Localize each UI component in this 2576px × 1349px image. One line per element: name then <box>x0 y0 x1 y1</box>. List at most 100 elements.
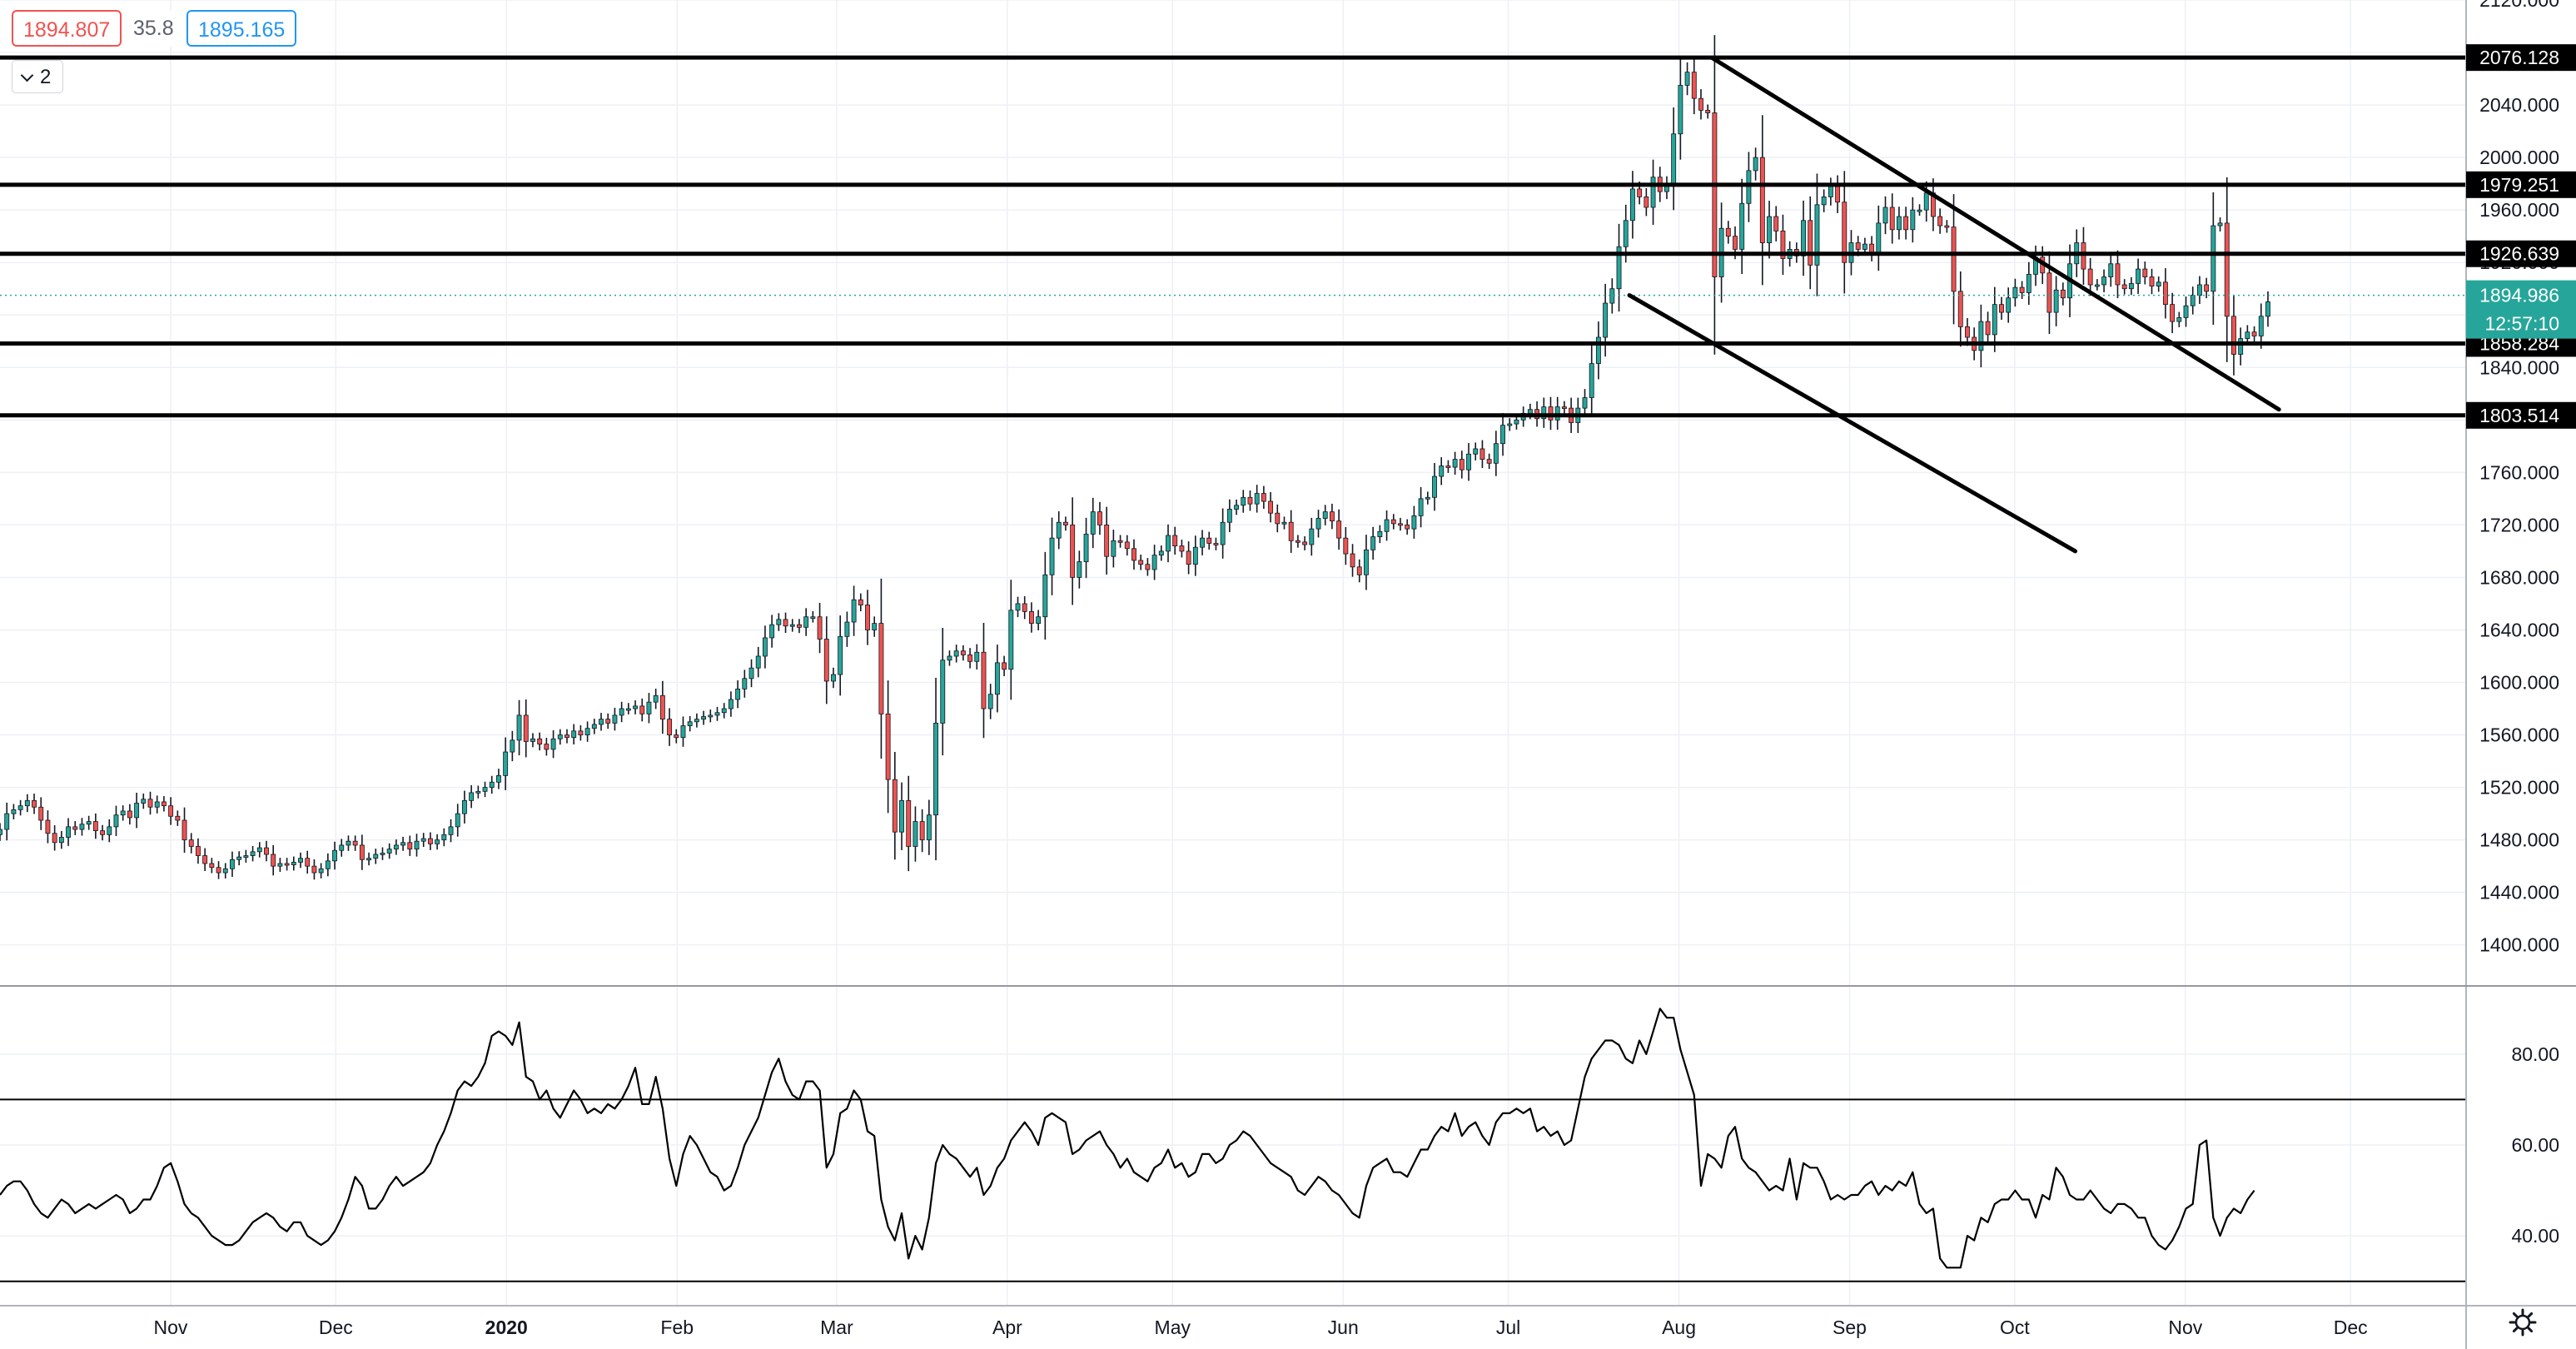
candle-body <box>1186 550 1191 565</box>
candle-body <box>400 842 406 846</box>
candle-body <box>510 739 515 753</box>
indicators-collapse-button[interactable]: 2 <box>12 60 63 93</box>
candle-body <box>1200 537 1205 548</box>
candle-body <box>1629 188 1635 222</box>
candle-body <box>1595 336 1601 364</box>
candle-body <box>1411 515 1417 530</box>
candle-body <box>45 819 51 834</box>
candle-body <box>926 814 932 841</box>
candle-body <box>906 799 912 847</box>
candle-body <box>913 821 918 847</box>
candle-body <box>2006 297 2012 313</box>
candle-body <box>298 858 303 863</box>
candle-body <box>783 619 788 627</box>
candle-body <box>578 730 584 735</box>
candle-body <box>721 708 727 714</box>
candle-body <box>38 806 44 821</box>
candle-body <box>380 853 385 855</box>
candle-body <box>461 799 467 814</box>
candle-body <box>58 837 64 844</box>
candle-body <box>264 847 269 855</box>
price-tick-label: 2120.000 <box>2479 0 2559 11</box>
candle-body <box>1821 196 1827 206</box>
candle-body <box>694 719 699 723</box>
candle-body <box>305 858 311 867</box>
candle-body <box>1862 243 1867 250</box>
candle-body <box>441 834 447 841</box>
time-tick-label: Jul <box>1496 1317 1520 1338</box>
buy-price-box[interactable]: 1895.165 <box>186 10 297 47</box>
candle-body <box>1473 448 1479 455</box>
candle-body <box>311 865 317 874</box>
candle-body <box>1384 519 1390 532</box>
candle-body <box>2258 316 2264 336</box>
candle-body <box>1759 157 1765 243</box>
rsi-tick-label: 80.00 <box>2511 1043 2559 1065</box>
candle-body <box>1876 222 1882 254</box>
horizontal-levels[interactable] <box>0 55 2466 418</box>
candle-body <box>680 725 686 739</box>
candle-body <box>1733 236 1738 250</box>
candle-body <box>359 844 365 860</box>
candle-body <box>831 674 836 682</box>
candle-body <box>1923 192 1929 211</box>
candle-body <box>86 821 92 825</box>
price-tick-label: 1760.000 <box>2479 461 2559 483</box>
candle-body <box>2231 316 2236 355</box>
candle-body <box>66 826 71 838</box>
candle-body <box>947 655 952 661</box>
price-tick-label: 1960.000 <box>2479 199 2559 221</box>
candle-body <box>1650 177 1656 208</box>
candle-body <box>1022 603 1027 612</box>
candle-body <box>1767 216 1772 243</box>
candle-body <box>339 844 345 851</box>
time-tick-label: Jun <box>1328 1317 1359 1338</box>
candle-body <box>2128 283 2134 290</box>
candle-body <box>865 605 870 630</box>
candle-body <box>1917 209 1922 212</box>
candle-body <box>2046 272 2052 313</box>
price-tick-label: 1400.000 <box>2479 934 2559 956</box>
candle-body <box>1439 465 1445 477</box>
trendline[interactable] <box>1627 293 2078 554</box>
price-tags: 2076.1281979.2511926.6391858.2841803.514… <box>2466 44 2576 429</box>
trendlines[interactable] <box>1627 55 2281 554</box>
candle-body <box>1957 291 1963 327</box>
candle-body <box>1739 202 1745 250</box>
candle-body <box>550 738 556 750</box>
price-tick-label: 1680.000 <box>2479 566 2559 588</box>
candle-body <box>168 805 174 817</box>
candle-body <box>366 858 372 861</box>
candle-body <box>134 803 140 819</box>
candle-body <box>250 851 256 856</box>
sell-price-box[interactable]: 1894.807 <box>12 10 122 47</box>
candle-body <box>1042 574 1048 618</box>
candle-body <box>1882 207 1888 224</box>
current-price-label: 1894.986 <box>2479 285 2559 306</box>
candle-body <box>202 855 208 864</box>
candle-body <box>742 678 748 689</box>
settings-gear-icon[interactable] <box>2506 1306 2539 1339</box>
candle-body <box>1541 406 1547 420</box>
candle-body <box>79 824 85 830</box>
candle-body <box>2060 289 2066 299</box>
candle-body <box>243 855 249 858</box>
candle-body <box>175 815 181 821</box>
candle-body <box>810 616 816 620</box>
candle-body <box>1398 523 1403 526</box>
trendline[interactable] <box>1709 55 2281 412</box>
candle-body <box>1678 85 1683 135</box>
candle-body <box>4 813 10 830</box>
candle-body <box>1801 220 1807 256</box>
candle-body <box>1302 541 1308 545</box>
candle-body <box>714 712 720 716</box>
candle-body <box>386 849 392 854</box>
candle-body <box>2142 268 2148 277</box>
price-tick-label: 2000.000 <box>2479 147 2559 168</box>
candle-body <box>1644 196 1649 208</box>
candle-body <box>1179 545 1185 552</box>
candle-body <box>92 821 98 832</box>
candle-body <box>1459 459 1465 470</box>
candle-body <box>899 799 904 833</box>
